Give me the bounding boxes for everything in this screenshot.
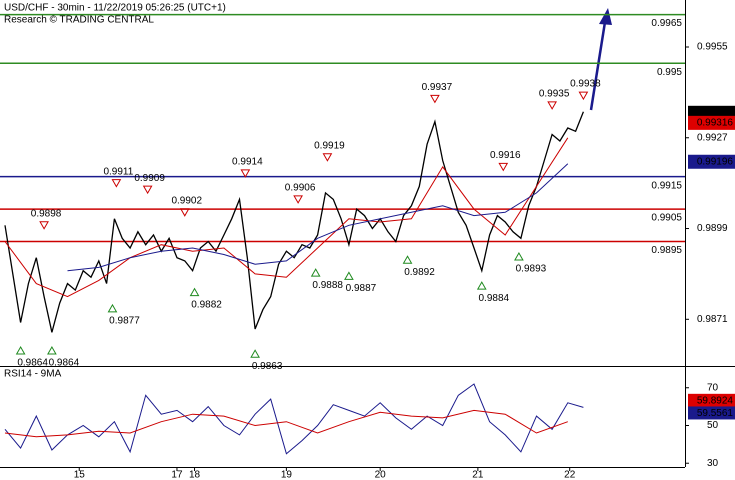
series-line <box>4 383 584 455</box>
high-label: 0.9937 <box>422 82 453 93</box>
rsi-y-tick-label: 30 <box>707 458 719 469</box>
arrow-head <box>599 8 612 25</box>
rsi-tag <box>688 406 735 420</box>
low-label: 0.9863 <box>252 361 283 372</box>
x-tick-label: 22 <box>564 470 576 480</box>
high-label: 0.9911 <box>103 166 133 177</box>
chart-title: USD/CHF - 30min - 11/22/2019 05:26:25 (U… <box>4 3 226 14</box>
arrow-shaft <box>589 21 607 111</box>
low-label: 0.9888 <box>312 280 343 291</box>
x-tick-label: 15 <box>74 470 86 480</box>
high-marker <box>142 185 153 195</box>
high-label: 0.9902 <box>171 195 202 206</box>
high-marker <box>322 153 333 162</box>
x-tick-label: 21 <box>472 470 484 480</box>
low-label: 0.9892 <box>404 267 435 278</box>
low-marker <box>310 268 321 277</box>
high-marker <box>240 169 251 178</box>
x-tick-label: 18 <box>189 470 201 480</box>
x-tick-label: 19 <box>281 470 293 480</box>
high-marker <box>293 195 303 204</box>
low-label: 0.9864 <box>49 358 80 369</box>
rsi-tag-label: 59.5561 <box>697 408 734 419</box>
low-label: 0.9882 <box>191 299 222 310</box>
level-label: 0.995 <box>657 67 682 78</box>
y-tick-label: 0.9927 <box>697 132 728 143</box>
series-line <box>4 409 568 438</box>
high-marker <box>430 94 440 104</box>
low-marker <box>47 345 57 355</box>
rsi-tag <box>688 393 735 407</box>
high-label: 0.9938 <box>570 79 601 90</box>
low-label: 0.9864 <box>17 358 48 369</box>
high-marker <box>179 208 190 217</box>
low-label: 0.9877 <box>109 315 140 326</box>
price-tag <box>688 154 735 169</box>
price-tag <box>688 115 735 130</box>
y-tick-label: 0.9899 <box>697 223 728 234</box>
high-label: 0.9916 <box>490 150 521 161</box>
level-label: 0.9895 <box>651 245 682 256</box>
low-marker <box>476 281 487 290</box>
high-label: 0.9909 <box>134 173 165 184</box>
x-tick-label: 20 <box>375 470 387 480</box>
high-label: 0.9898 <box>31 208 62 219</box>
low-marker <box>402 255 413 264</box>
low-marker <box>15 345 26 355</box>
series-line <box>4 137 569 298</box>
rsi-tag-label: 59.8924 <box>697 395 734 406</box>
low-label: 0.9893 <box>516 264 547 275</box>
series-line <box>4 111 585 333</box>
forecast-arrow <box>589 8 612 111</box>
high-label: 0.9919 <box>314 140 345 151</box>
high-label: 0.9906 <box>285 182 316 193</box>
level-label: 0.9915 <box>651 180 682 191</box>
rsi-y-tick-label: 70 <box>707 382 719 393</box>
high-label: 0.9914 <box>232 157 263 168</box>
high-marker <box>39 221 49 230</box>
y-tick-label: 0.9871 <box>697 314 728 325</box>
price-tag-label: 0.99316 <box>697 117 734 128</box>
low-marker <box>344 271 354 280</box>
high-label: 0.9935 <box>539 88 570 99</box>
rsi-label: RSI14 - 9MA <box>4 369 62 380</box>
price-tag-label: 0.99196 <box>697 156 734 167</box>
x-tick-label: 17 <box>171 470 183 480</box>
y-tick-label: 0.9955 <box>697 42 728 53</box>
low-marker <box>189 287 200 297</box>
price-tag-label: 0.99347 <box>697 107 734 118</box>
high-marker <box>498 162 509 172</box>
low-marker <box>514 251 524 261</box>
rsi-y-tick-label: 50 <box>707 420 719 431</box>
level-label: 0.9965 <box>651 18 682 29</box>
low-marker <box>107 303 118 313</box>
high-marker <box>547 101 557 110</box>
low-marker <box>250 349 260 358</box>
series-line <box>67 163 569 272</box>
low-label: 0.9884 <box>478 293 509 304</box>
chart-subtitle: Research © TRADING CENTRAL <box>4 15 154 26</box>
low-label: 0.9887 <box>346 283 377 294</box>
high-marker <box>578 91 589 101</box>
high-marker <box>111 179 122 188</box>
level-label: 0.9905 <box>651 213 682 224</box>
